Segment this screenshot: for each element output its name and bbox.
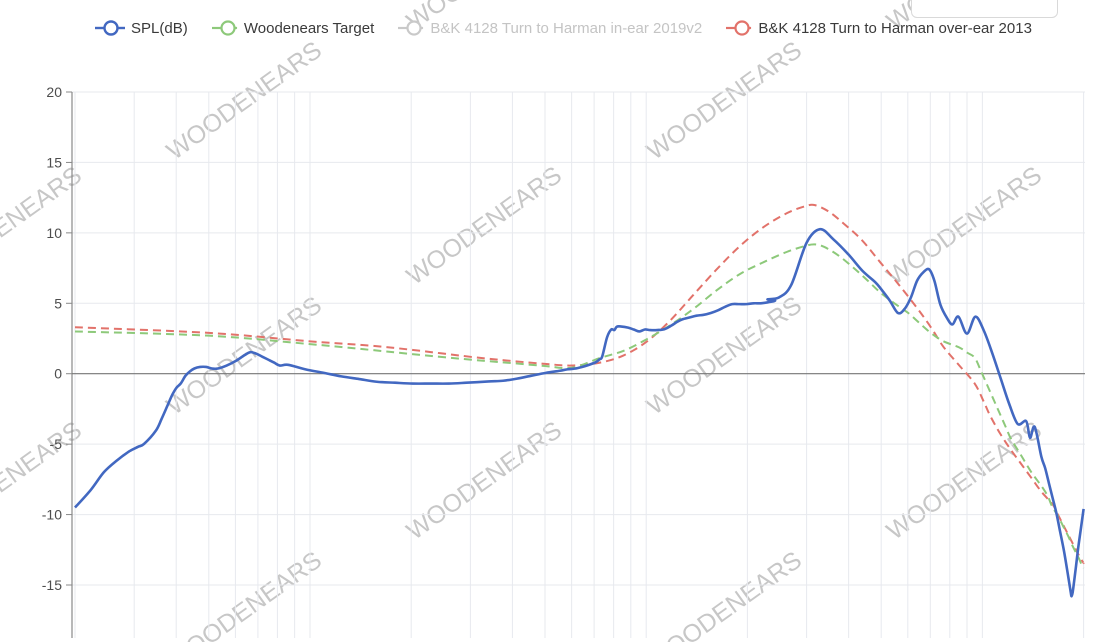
svg-text:10: 10 bbox=[46, 225, 62, 241]
svg-text:5: 5 bbox=[54, 295, 62, 311]
svg-text:20: 20 bbox=[46, 84, 62, 100]
svg-text:15: 15 bbox=[46, 154, 62, 170]
svg-text:-5: -5 bbox=[50, 436, 63, 452]
svg-text:0: 0 bbox=[54, 366, 62, 382]
svg-text:-10: -10 bbox=[42, 507, 62, 523]
svg-text:-15: -15 bbox=[42, 577, 62, 593]
